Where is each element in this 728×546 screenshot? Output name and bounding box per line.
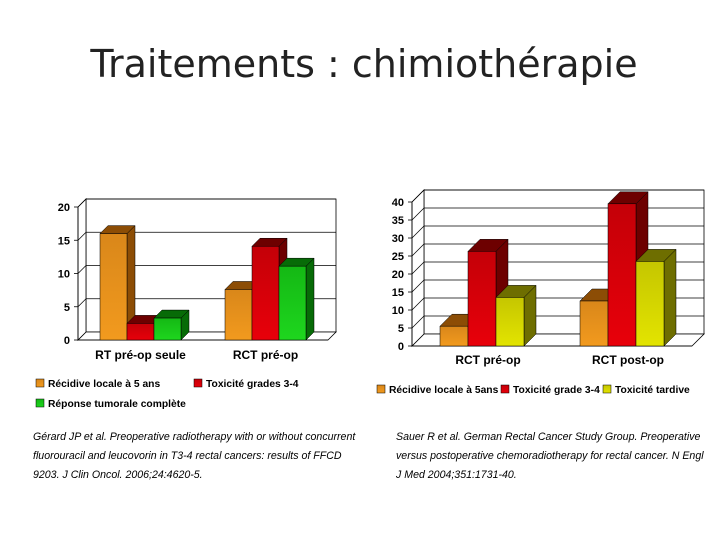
x-category-label: RCT pré-op	[233, 348, 298, 362]
y-tick-label: 5	[398, 323, 404, 335]
legend-swatch-yellow	[602, 384, 612, 394]
bar-green-1-side	[305, 257, 315, 341]
bar-orange-0	[439, 325, 469, 347]
x-category-label: RCT pré-op	[455, 353, 520, 367]
bar-orange-1	[224, 289, 253, 341]
gridline	[411, 279, 425, 293]
gridline	[411, 261, 425, 275]
bar-orange-0	[99, 233, 128, 341]
bar-yellow-1-side	[663, 248, 677, 347]
bar-yellow-0	[495, 297, 525, 347]
legend-label: Toxicité grade 3-4	[513, 385, 600, 396]
gridline	[77, 298, 87, 307]
legend-label: Toxicité tardive	[615, 385, 690, 396]
gridline	[77, 265, 87, 274]
bar-green-0	[153, 317, 182, 341]
legend-swatch-orange	[35, 378, 45, 388]
bar-orange-1	[579, 300, 609, 347]
x-category-label: RCT post-op	[592, 353, 664, 367]
legend-swatch-red	[500, 384, 510, 394]
y-tick-label: 30	[392, 233, 404, 245]
y-tick-label: 15	[58, 235, 70, 247]
gridline	[411, 315, 425, 329]
gridline	[77, 198, 87, 208]
reference-right: Sauer R et al. German Rectal Cancer Stud…	[396, 431, 704, 481]
y-tick-label: 10	[58, 269, 70, 281]
bar-yellow-1	[635, 261, 665, 347]
legend-swatch-orange	[376, 384, 386, 394]
y-tick-label: 5	[64, 302, 70, 314]
y-tick-label: 0	[64, 335, 70, 347]
legend-label: Récidive locale à 5ans	[389, 385, 499, 396]
bar-red-0	[467, 251, 497, 347]
gridline	[411, 243, 425, 257]
legend-swatch-red	[193, 378, 203, 388]
gridline	[77, 232, 87, 241]
y-tick-label: 25	[392, 251, 404, 263]
bar-green-1	[278, 265, 307, 341]
y-tick-label: 40	[392, 197, 404, 209]
legend-swatch-green	[35, 398, 45, 408]
legend-label: Récidive locale à 5 ans	[48, 379, 160, 390]
y-tick-label: 15	[392, 287, 404, 299]
y-tick-label: 10	[392, 305, 404, 317]
gridline	[411, 225, 425, 239]
gridline	[411, 297, 425, 311]
legend-label: Réponse tumorale complète	[48, 399, 186, 410]
bar-red-0	[126, 323, 155, 341]
chart-left: 0 5 10 15 20 RT pré-op seule RCT pré-op Récidiv…	[35, 198, 337, 410]
bar-red-1	[607, 203, 637, 347]
y-tick-label: 20	[58, 202, 70, 214]
bar-red-1	[251, 245, 280, 341]
gridline	[411, 207, 425, 221]
slide-title: Traitements : chimiothérapie	[90, 42, 638, 86]
y-tick-label: 35	[392, 215, 404, 227]
y-tick-label: 20	[392, 269, 404, 281]
x-category-label: RT pré-op seule	[95, 348, 186, 362]
reference-left: Gérard JP et al. Preoperative radiothera…	[33, 431, 356, 481]
chart-right: 0 5 10 15 20 25 30 35 40 RCT pré-op RCT post-op Réc…	[376, 189, 705, 396]
y-tick-label: 0	[398, 341, 404, 353]
legend-label: Toxicité grades 3-4	[206, 379, 299, 390]
gridline	[411, 189, 425, 203]
